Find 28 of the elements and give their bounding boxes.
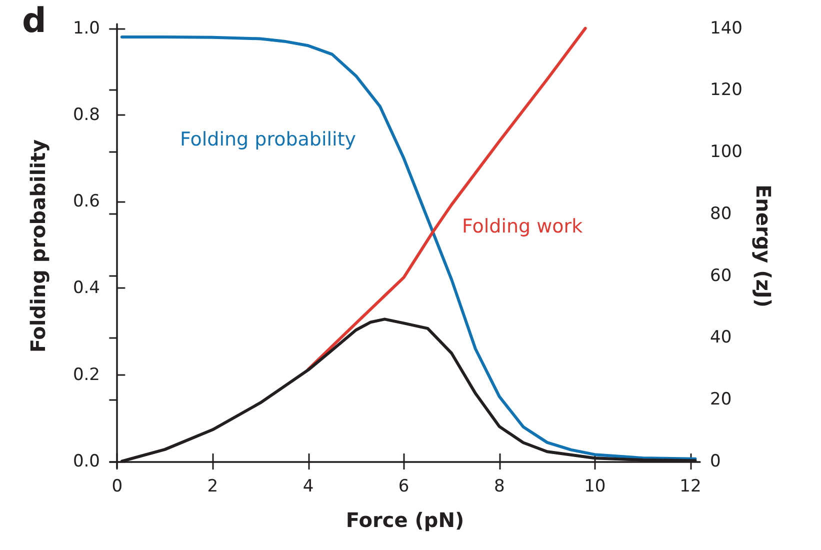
y-tick-label: 0.4 [72, 278, 100, 298]
y2-tick-label: 60 [710, 266, 732, 286]
line-series [120, 35, 697, 460]
y2-axis-title: Energy (zJ) [751, 184, 776, 308]
y2-tick-label: 0 [710, 452, 721, 472]
y2-tick-label: 80 [710, 204, 732, 224]
x-tick-label: 2 [207, 476, 218, 496]
y-tick-label: 0.6 [72, 192, 100, 212]
series-label: Folding probability [180, 128, 356, 150]
y2-tick-label: 20 [710, 390, 732, 410]
x-tick-label: 4 [302, 476, 314, 496]
y-tick-label: 0.0 [72, 452, 100, 472]
x-tick-label: 8 [494, 476, 505, 496]
y-tick-label: 0.8 [72, 104, 100, 125]
y2-tick-label: 100 [710, 142, 742, 162]
y-tick-label: 1.0 [72, 18, 100, 38]
x-axis-title: Force (pN) [346, 508, 464, 532]
y-tick-label: 0.2 [72, 364, 100, 385]
y2-tick-label: 140 [710, 18, 742, 38]
x-tick-label: 10 [584, 476, 606, 496]
text: d [22, 1, 46, 41]
y2-tick-label: 120 [710, 80, 742, 100]
y2-tick-label: 40 [710, 328, 732, 348]
x-tick-label: 12 [680, 476, 702, 496]
y-axis-title: Folding probability [26, 139, 50, 353]
x-tick-label: 0 [112, 476, 123, 496]
series-label: Folding work [462, 216, 583, 238]
x-tick-label: 6 [398, 476, 410, 496]
